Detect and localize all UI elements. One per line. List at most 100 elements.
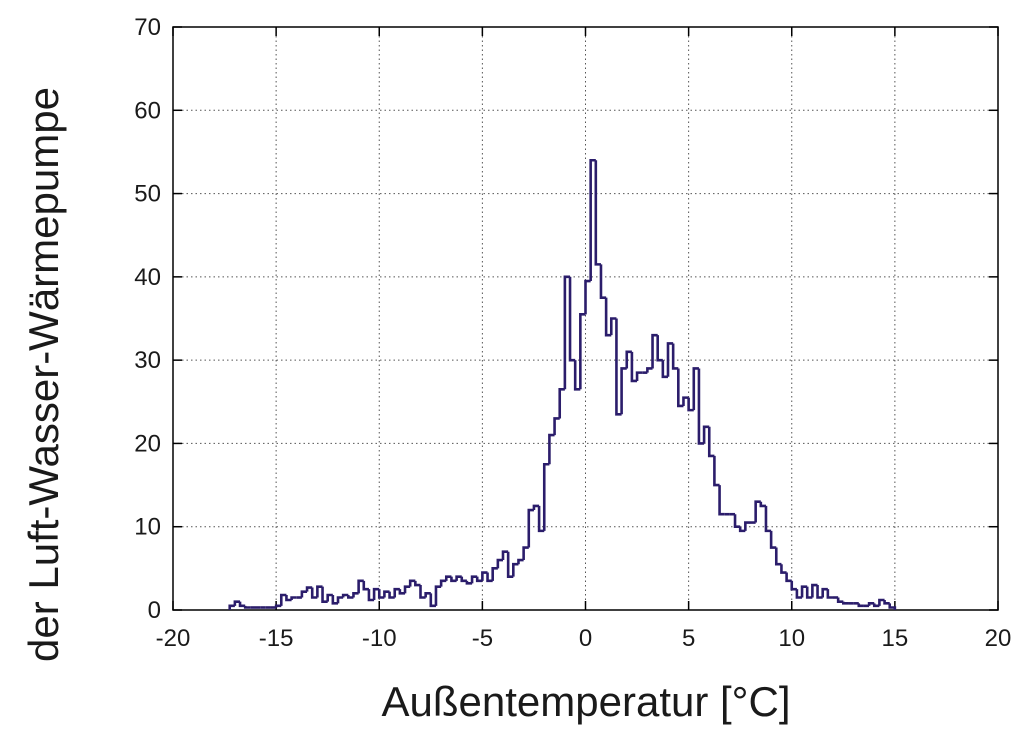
histogram-step [780,564,787,574]
histogram-step [805,586,813,599]
histogram-step [486,572,493,583]
histogram-step [718,485,725,516]
histogram-step [733,514,741,529]
histogram-step [377,589,385,599]
histogram-step [501,550,509,561]
histogram-step [393,587,400,598]
histogram-step [620,367,627,415]
histogram-step [867,602,875,606]
histogram-step [568,276,576,362]
histogram-step [367,589,375,602]
histogram-step [512,562,519,577]
histogram-step [707,426,715,458]
histogram-step [279,593,287,606]
x-tick-label: 0 [579,625,592,652]
histogram-step [666,342,674,377]
histogram-step [517,558,524,565]
histogram-step [424,592,431,598]
histogram-step [537,505,545,533]
y-tick-label: 10 [134,514,161,541]
histogram-step [702,425,710,444]
histogram-step [630,351,638,383]
histogram-step [444,575,452,581]
histogram-step [408,579,416,587]
y-tick-label: 50 [134,181,161,208]
histogram-step [682,396,689,406]
histogram-step [599,264,607,299]
histogram-step [790,580,797,591]
x-tick-label: 5 [682,625,695,652]
histogram-step [228,604,235,610]
y-tick-label: 70 [134,14,161,41]
histogram-step [527,508,534,548]
histogram-step [857,603,864,608]
histogram-step [460,576,467,583]
histogram-step [321,586,328,603]
histogram-step [697,368,705,445]
histogram-step [403,585,411,594]
histogram-step [800,585,808,598]
histogram-step [754,500,761,523]
histogram-step [836,597,844,603]
histogram-step [584,279,591,315]
histogram-step [609,317,617,336]
histogram-step [316,585,323,598]
x-tick-label: 20 [985,625,1012,652]
histogram-step [548,433,555,465]
histogram-step [821,587,828,598]
histogram-step [713,455,720,487]
histogram-step [475,576,483,583]
histogram-step [326,593,333,602]
histogram-step [573,360,581,391]
histogram-step [615,318,622,416]
histogram-step [764,505,772,533]
histogram-step [383,590,390,598]
x-tick-label: -5 [472,625,493,652]
x-tick-label: -20 [156,625,191,652]
histogram-step [872,603,880,608]
histogram-step [883,600,890,605]
histogram-step [522,546,529,561]
histogram-step [455,575,462,581]
plot-frame [172,26,999,611]
histogram-step [362,580,369,591]
histogram-step [429,593,436,608]
histogram-step [352,592,359,598]
histogram-step [300,590,308,598]
histogram-step [372,587,380,601]
x-tick-label: -10 [362,625,397,652]
histogram-step [651,333,658,369]
histogram-step [579,313,586,390]
y-tick-label: 40 [134,264,161,291]
x-tick-label: 10 [778,625,805,652]
y-tick-label: 60 [134,97,161,124]
histogram-step [604,297,612,337]
x-tick-label: -15 [259,625,294,652]
histogram-step [341,593,349,598]
histogram-step [826,589,833,599]
histogram-step [388,591,395,599]
histogram-step [357,579,364,594]
histogram-step [465,580,473,585]
histogram-step [878,598,885,606]
histogram-step [625,350,632,369]
histogram-step [274,604,282,608]
histogram-step [439,579,447,587]
histogram-step [305,586,313,592]
histogram-step [496,558,503,569]
histogram-step [238,601,246,608]
histogram-step [661,360,668,379]
histogram-step [774,547,782,566]
histogram-step [506,551,514,578]
histogram-step [769,530,777,549]
histogram-step [414,580,421,587]
x-tick-label: 15 [882,625,909,652]
histogram-step [759,501,766,508]
histogram-step [589,158,596,282]
y-tick-label: 0 [148,597,161,624]
histogram-step [419,585,426,599]
histogram-step [558,387,565,419]
y-tick-label: 30 [134,347,161,374]
histogram-step [795,589,803,599]
